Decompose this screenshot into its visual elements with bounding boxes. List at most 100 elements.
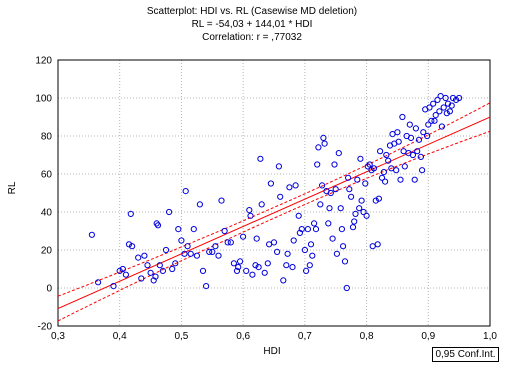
x-tick-label: 0,7 (298, 331, 312, 342)
data-point (364, 163, 371, 170)
regression-fit-line (58, 116, 490, 310)
y-tick-label: 80 (41, 132, 53, 143)
data-point (431, 117, 438, 124)
data-point (407, 134, 415, 141)
confidence-band-lower (58, 130, 490, 322)
data-point (329, 235, 336, 242)
data-point (252, 262, 259, 269)
data-point (218, 197, 225, 204)
data-point (356, 205, 363, 212)
x-tick-label: 1,0 (483, 331, 497, 342)
data-point (406, 121, 413, 128)
data-point (446, 108, 453, 115)
chart-title-line-2: RL = -54,03 + 144,01 * HDI (192, 19, 313, 30)
data-point (315, 144, 322, 151)
data-point (159, 267, 166, 274)
data-point (127, 210, 134, 217)
data-point (235, 264, 242, 271)
data-point (125, 241, 133, 248)
data-point (230, 260, 237, 267)
data-point (360, 208, 367, 216)
x-tick-label: 0,4 (113, 331, 127, 342)
data-point (255, 264, 262, 271)
data-point (363, 212, 370, 219)
data-point (397, 176, 404, 183)
title-block: Scatterplot: HDI vs. RL (Casewise MD del… (147, 6, 357, 43)
data-point (370, 165, 378, 172)
data-point (351, 218, 358, 225)
data-point (419, 167, 426, 174)
data-point (348, 193, 355, 200)
data-point (440, 104, 447, 111)
chart-title-line-1: Scatterplot: HDI vs. RL (Casewise MD del… (147, 6, 357, 17)
data-point (436, 108, 443, 115)
data-point (317, 201, 324, 208)
data-point (301, 246, 308, 254)
data-point (393, 167, 400, 174)
data-point (184, 243, 191, 250)
x-tick-label: 0,6 (236, 331, 250, 342)
y-tick-label: 100 (35, 94, 52, 105)
data-point (312, 226, 320, 233)
data-point (261, 269, 268, 276)
data-point (332, 186, 339, 193)
data-point (362, 180, 369, 187)
data-point (394, 129, 401, 136)
data-point (162, 246, 170, 254)
data-point (147, 269, 154, 276)
data-point (274, 248, 281, 255)
data-point (154, 222, 162, 229)
data-point (382, 178, 389, 185)
y-tick-label: 60 (41, 170, 53, 181)
data-point (425, 121, 432, 128)
data-point (411, 176, 418, 183)
data-point (437, 93, 444, 100)
data-point (110, 283, 117, 290)
data-point (349, 224, 357, 231)
data-point (175, 226, 182, 233)
y-axis-label: RL (7, 181, 18, 194)
data-point (319, 182, 326, 189)
data-point (156, 262, 163, 269)
data-point (289, 264, 296, 271)
data-point (358, 197, 365, 204)
data-point (326, 205, 333, 212)
data-point (309, 252, 316, 259)
data-point (409, 151, 416, 159)
data-point (307, 241, 315, 248)
data-point (432, 112, 439, 119)
data-point (331, 161, 338, 168)
data-point (383, 151, 390, 159)
x-tick-label: 0,8 (360, 331, 374, 342)
data-point (237, 258, 244, 265)
data-point (141, 252, 148, 259)
y-tick-label: 20 (41, 246, 53, 257)
data-point (395, 138, 402, 145)
data-point (412, 125, 419, 132)
data-point (374, 241, 381, 248)
data-point (456, 94, 463, 102)
data-point (357, 155, 364, 162)
data-point (267, 180, 274, 187)
data-point (257, 155, 264, 162)
data-point (152, 273, 159, 280)
data-point (215, 252, 222, 259)
confidence-band-upper (58, 102, 490, 297)
data-point (88, 231, 96, 238)
data-point (303, 267, 310, 274)
data-point (380, 169, 387, 176)
data-point (116, 267, 123, 274)
data-point (196, 201, 203, 208)
data-point (224, 239, 231, 246)
data-point (138, 275, 145, 282)
data-point (320, 134, 327, 141)
data-point (335, 150, 342, 157)
data-point (264, 260, 271, 267)
data-point (354, 176, 361, 183)
data-point (414, 148, 421, 155)
data-point (352, 210, 359, 217)
data-point (277, 193, 284, 200)
data-point (306, 262, 313, 269)
data-point (337, 205, 344, 212)
data-point (249, 271, 256, 278)
